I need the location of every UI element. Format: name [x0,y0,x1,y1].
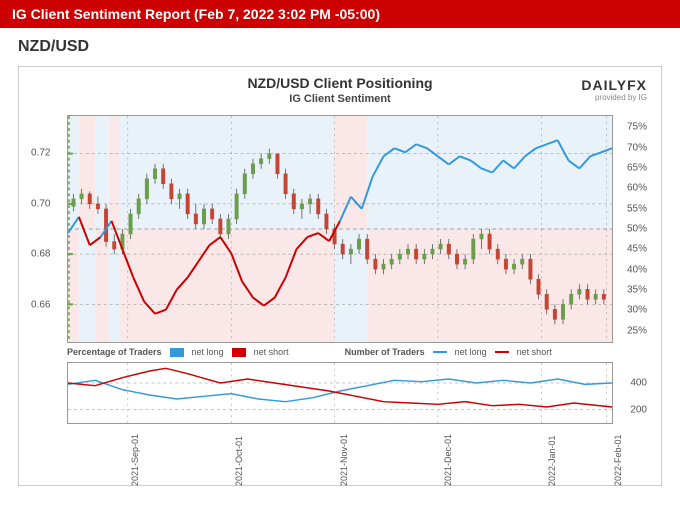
legend-num-label: Number of Traders [345,347,425,357]
right-axis-tick: 30% [627,305,647,316]
right-axis-tick: 25% [627,325,647,336]
chart-subtitle: IG Client Sentiment [19,91,661,105]
right-axis-tick: 60% [627,183,647,194]
x-axis-tick: 2021-Dec-01 [443,434,453,486]
header-bar: IG Client Sentiment Report (Feb 7, 2022 … [0,0,680,28]
right-axis-tick: 45% [627,244,647,255]
left-axis-tick: 0.66 [31,300,50,311]
legend-row: Percentage of Traders net long net short… [67,347,613,357]
chart-container: NZD/USD Client Positioning IG Client Sen… [18,66,662,486]
x-axis-tick: 2022-Feb-01 [613,434,623,486]
legend-swatch-long [170,348,184,357]
currency-pair-label: NZD/USD [0,28,680,66]
lower-right-axis-tick: 400 [630,377,647,388]
lower-chart-area [67,362,613,424]
legend-netlong-num: net long [455,347,487,357]
x-axis-tick: 2021-Nov-01 [339,434,349,486]
x-axis-tick: 2021-Sep-01 [130,434,140,486]
brand-name: DAILYFX [581,77,647,93]
right-axis-tick: 75% [627,122,647,133]
right-axis-tick: 65% [627,162,647,173]
lower-right-axis-tick: 200 [630,405,647,416]
left-axis-tick: 0.70 [31,198,50,209]
main-chart-area [67,115,613,343]
left-axis-tick: 0.72 [31,148,50,159]
legend-line-short [495,351,509,353]
right-axis-tick: 70% [627,142,647,153]
left-axis-tick: 0.68 [31,249,50,260]
legend-swatch-short [232,348,246,357]
legend-line-long [433,351,447,353]
header-title: IG Client Sentiment Report (Feb 7, 2022 … [12,6,380,22]
brand-logo: DAILYFX provided by IG [581,77,647,102]
legend-netshort-pct: net short [254,347,289,357]
legend-pct-label: Percentage of Traders [67,347,162,357]
brand-sub: provided by IG [581,93,647,102]
x-axis-tick: 2021-Oct-01 [234,436,244,486]
legend-netshort-num: net short [517,347,552,357]
right-axis-tick: 40% [627,264,647,275]
x-axis-tick: 2022-Jan-01 [547,435,557,486]
right-axis-tick: 50% [627,224,647,235]
chart-title: NZD/USD Client Positioning [19,67,661,91]
legend-netlong-pct: net long [192,347,224,357]
right-axis-tick: 55% [627,203,647,214]
right-axis-tick: 35% [627,285,647,296]
